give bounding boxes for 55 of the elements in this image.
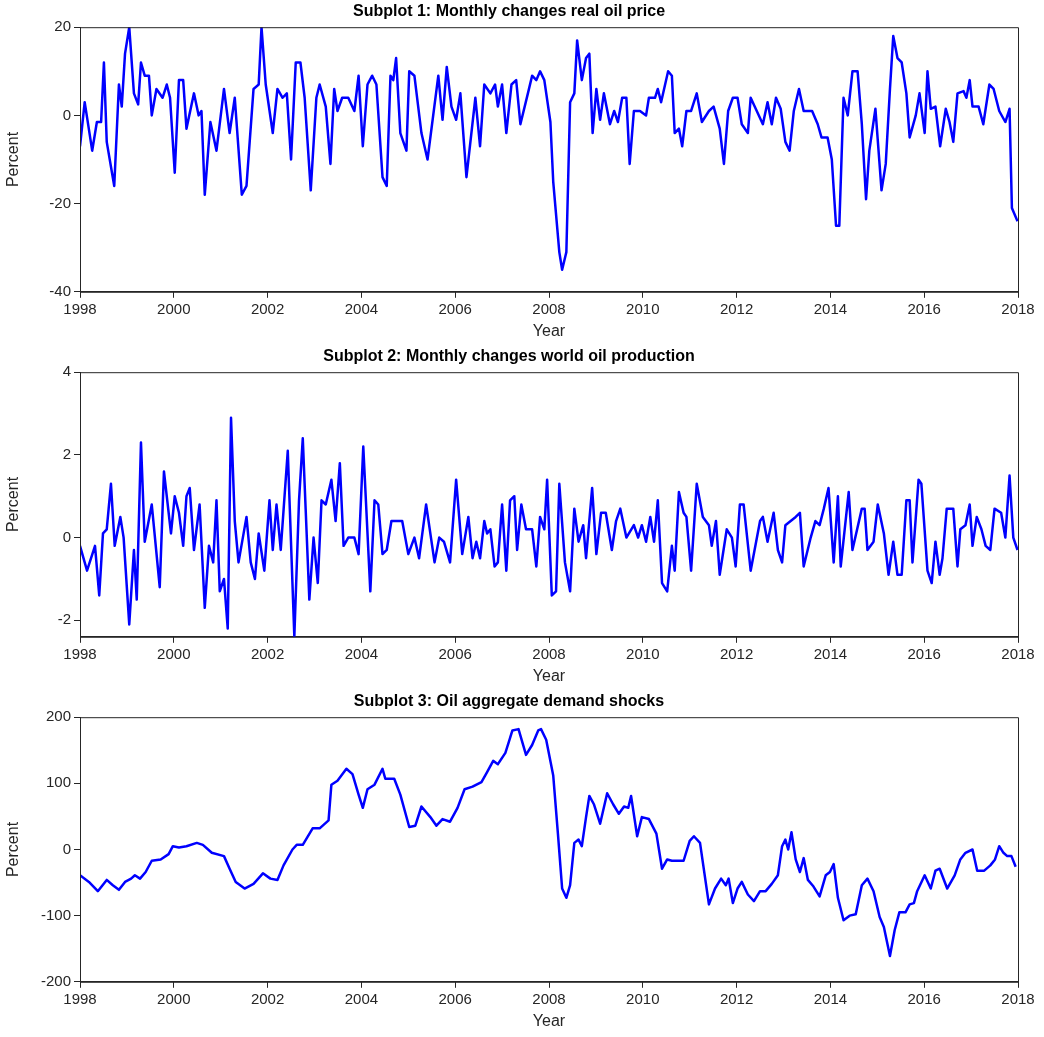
x-tick-label: 2000 bbox=[157, 299, 191, 317]
y-tick-label: -200 bbox=[40, 971, 71, 989]
x-tick-label: 2018 bbox=[1001, 989, 1035, 1007]
x-tick-label: 2010 bbox=[626, 989, 660, 1007]
y-tick-label: -100 bbox=[40, 905, 71, 923]
x-tick-label: 2012 bbox=[719, 989, 754, 1007]
x-tick-label: 2004 bbox=[344, 989, 379, 1007]
x-tick-label: 2008 bbox=[532, 299, 566, 317]
y-tick-label: 0 bbox=[62, 105, 71, 123]
x-tick-label: 2014 bbox=[813, 299, 848, 317]
x-tick-label: 2006 bbox=[438, 989, 472, 1007]
x-tick-label: 2014 bbox=[813, 989, 848, 1007]
x-tick-label: 2014 bbox=[813, 644, 848, 662]
x-axis-title: Year bbox=[532, 666, 566, 684]
x-tick-label: 2000 bbox=[157, 989, 191, 1007]
x-tick-label: 2018 bbox=[1001, 644, 1035, 662]
y-tick-label: -20 bbox=[49, 193, 71, 211]
x-tick-label: 2006 bbox=[438, 644, 472, 662]
x-tick-label: 2004 bbox=[344, 644, 379, 662]
y-tick-label: 0 bbox=[62, 527, 71, 545]
x-tick-label: 2004 bbox=[344, 299, 379, 317]
x-tick-label: 1998 bbox=[63, 644, 97, 662]
x-tick-label: 2008 bbox=[532, 989, 566, 1007]
x-tick-label: 2006 bbox=[438, 299, 472, 317]
x-tick-label: 2002 bbox=[250, 299, 285, 317]
y-axis-title: Percent bbox=[4, 821, 22, 878]
x-tick-label: 2016 bbox=[907, 299, 941, 317]
y-tick-label: -40 bbox=[49, 281, 71, 299]
x-axis-title: Year bbox=[532, 1011, 566, 1029]
x-tick-label: 2016 bbox=[907, 644, 941, 662]
x-tick-label: 1998 bbox=[63, 299, 97, 317]
y-axis-title: Percent bbox=[4, 476, 22, 533]
chart-title: Subplot 1: Monthly changes real oil price bbox=[352, 2, 666, 20]
y-tick-label: 4 bbox=[62, 362, 71, 380]
x-tick-label: 2002 bbox=[250, 644, 285, 662]
chart-title: Subplot 3: Oil aggregate demand shocks bbox=[353, 692, 665, 710]
y-tick-label: -2 bbox=[57, 610, 71, 628]
x-tick-label: 2016 bbox=[907, 989, 941, 1007]
y-tick-label: 20 bbox=[54, 17, 71, 35]
y-tick-label: 0 bbox=[62, 839, 71, 857]
x-tick-label: 2012 bbox=[719, 644, 754, 662]
y-tick-label: 100 bbox=[45, 773, 71, 791]
x-tick-label: 2018 bbox=[1001, 299, 1035, 317]
x-tick-label: 2002 bbox=[250, 989, 285, 1007]
x-tick-label: 2000 bbox=[157, 644, 191, 662]
x-tick-label: 2010 bbox=[626, 299, 660, 317]
x-tick-label: 2008 bbox=[532, 644, 566, 662]
x-axis-title: Year bbox=[532, 321, 566, 339]
chart-title: Subplot 2: Monthly changes world oil production bbox=[323, 347, 695, 365]
y-tick-label: 2 bbox=[62, 445, 71, 463]
x-tick-label: 1998 bbox=[63, 989, 97, 1007]
x-tick-label: 2012 bbox=[719, 299, 754, 317]
y-axis-title: Percent bbox=[4, 131, 22, 188]
x-tick-label: 2010 bbox=[626, 644, 660, 662]
y-tick-label: 200 bbox=[45, 707, 71, 725]
